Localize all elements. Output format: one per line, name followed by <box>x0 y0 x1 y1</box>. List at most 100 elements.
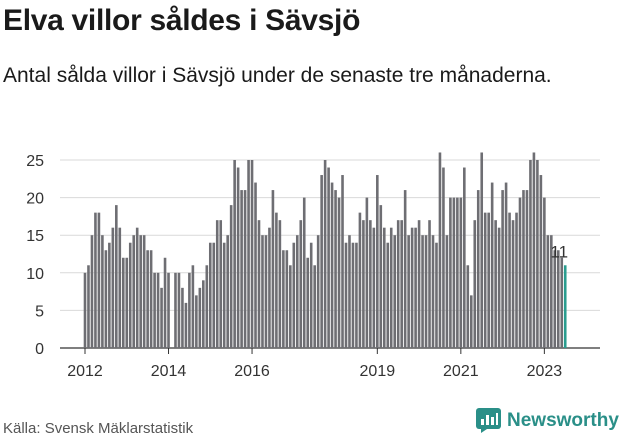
bar <box>469 295 473 348</box>
bar <box>435 242 438 348</box>
chart-title: Elva villor såldes i Sävsjö <box>3 4 361 37</box>
bar <box>278 220 282 348</box>
bar <box>250 160 254 348</box>
bar <box>407 235 410 348</box>
bar <box>456 197 459 348</box>
bar <box>292 242 296 348</box>
bar <box>188 272 191 348</box>
y-tick-label: 20 <box>26 191 44 208</box>
bar <box>463 167 466 348</box>
bar <box>198 287 202 348</box>
source-text: Källa: Svensk Mäklarstatistik <box>3 420 194 437</box>
bar <box>208 242 212 348</box>
bar <box>546 235 550 348</box>
y-tick-label: 0 <box>35 341 44 358</box>
bar <box>480 152 484 348</box>
bar <box>233 160 236 348</box>
bar <box>94 212 97 348</box>
bar <box>191 265 195 348</box>
bar <box>212 242 216 348</box>
bar <box>229 205 233 348</box>
bar <box>487 212 490 348</box>
bar <box>153 272 156 348</box>
brand-logo[interactable]: Newsworthy <box>476 408 619 433</box>
highlight-value-label: 11 <box>550 242 568 261</box>
brand-name: Newsworthy <box>507 409 619 431</box>
bar <box>83 272 87 348</box>
bar <box>149 250 153 348</box>
bar <box>351 242 355 348</box>
bar <box>219 220 223 348</box>
bar <box>553 250 557 348</box>
bar <box>417 220 421 348</box>
bar <box>285 250 289 348</box>
bar <box>330 182 334 348</box>
bar <box>135 227 139 348</box>
bar <box>379 205 383 348</box>
bar <box>396 220 400 348</box>
bar <box>539 175 543 348</box>
bar <box>205 265 209 348</box>
bar <box>87 265 90 348</box>
bar <box>459 197 463 348</box>
x-tick-label: 2016 <box>234 363 270 380</box>
bar <box>320 175 323 348</box>
bar <box>316 235 320 348</box>
bar <box>264 235 268 348</box>
bar <box>222 242 226 348</box>
chart-subtitle: Antal sålda villor i Sävsjö under de sen… <box>3 64 552 87</box>
bar <box>202 280 205 348</box>
bar <box>146 250 149 348</box>
bar <box>177 272 181 348</box>
bar <box>101 235 104 348</box>
bar <box>355 242 358 348</box>
bar <box>118 227 122 348</box>
bar <box>90 235 94 348</box>
bar <box>139 235 142 348</box>
bar <box>511 220 515 348</box>
y-tick-label: 15 <box>26 228 44 245</box>
bar <box>476 190 480 348</box>
bar <box>473 220 477 348</box>
bar <box>271 190 275 348</box>
bar <box>556 250 560 348</box>
bar <box>483 212 487 348</box>
bar <box>497 227 501 348</box>
bar <box>372 227 376 348</box>
bar <box>142 235 146 348</box>
bar <box>295 235 299 348</box>
newsworthy-logo-icon <box>476 408 501 433</box>
bar <box>386 242 390 348</box>
bar <box>543 197 546 348</box>
bar <box>254 182 257 348</box>
bar <box>428 220 431 348</box>
highlight-bar <box>563 265 567 348</box>
bar <box>174 272 177 348</box>
bar <box>536 160 539 348</box>
bar <box>115 205 118 348</box>
bar <box>108 242 111 348</box>
y-tick-label: 25 <box>26 153 44 170</box>
bar <box>181 287 184 348</box>
bar <box>424 235 428 348</box>
bar <box>97 212 101 348</box>
bar <box>261 235 264 348</box>
bar <box>125 257 129 348</box>
bars <box>83 152 567 348</box>
bar <box>275 212 278 348</box>
y-tick-label: 5 <box>35 303 44 320</box>
bar <box>518 197 522 348</box>
bar <box>344 242 348 348</box>
bar <box>121 257 125 348</box>
bar <box>104 250 108 348</box>
bar <box>438 152 442 348</box>
bar <box>195 295 198 348</box>
bar <box>215 220 219 348</box>
bar <box>449 197 452 348</box>
bar <box>299 220 303 348</box>
bar <box>414 227 417 348</box>
bar <box>362 220 365 348</box>
bar <box>167 272 170 348</box>
bar <box>302 197 306 348</box>
bar <box>560 257 564 348</box>
